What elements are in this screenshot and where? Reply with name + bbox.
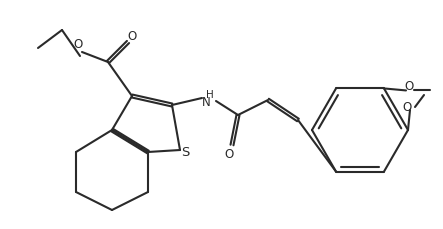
Text: O: O (404, 80, 414, 93)
Text: O: O (224, 148, 233, 161)
Text: O: O (128, 30, 136, 43)
Text: O: O (74, 38, 83, 51)
Text: N: N (202, 96, 210, 109)
Text: O: O (402, 101, 412, 114)
Text: S: S (181, 147, 189, 160)
Text: H: H (206, 90, 214, 100)
